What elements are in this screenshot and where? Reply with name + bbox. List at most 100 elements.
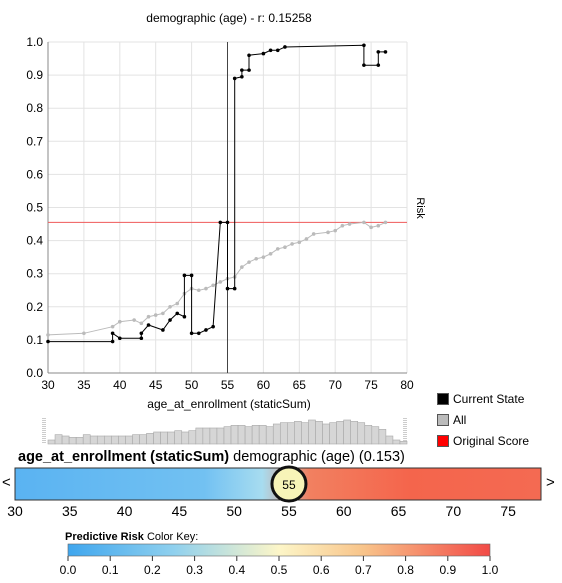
histogram-bar bbox=[301, 422, 309, 445]
color-key-tick-label: 0.1 bbox=[102, 563, 119, 577]
series-point bbox=[347, 222, 352, 226]
series-point bbox=[340, 223, 345, 228]
series-point bbox=[225, 286, 230, 291]
plot-series[interactable] bbox=[46, 42, 407, 373]
x-tick-label: 70 bbox=[329, 378, 343, 392]
knob-value: 55 bbox=[282, 478, 296, 492]
histogram-bar bbox=[125, 435, 133, 445]
feature-name: age_at_enrollment (staticSum) bbox=[18, 449, 230, 465]
series-point bbox=[110, 324, 115, 329]
histogram-bar bbox=[364, 425, 373, 445]
series-point bbox=[118, 336, 122, 341]
x-tick-label: 60 bbox=[257, 378, 271, 392]
histogram-bar bbox=[237, 425, 246, 445]
histogram-bar bbox=[258, 425, 267, 445]
series-point bbox=[376, 50, 381, 54]
histogram-bar bbox=[195, 427, 204, 445]
series-point bbox=[376, 63, 381, 67]
legend-item-original-score: Original Score bbox=[437, 430, 529, 451]
histogram-bar bbox=[336, 421, 344, 445]
histogram-bar bbox=[54, 434, 63, 445]
series-point bbox=[283, 245, 287, 250]
histogram-bar bbox=[202, 427, 211, 445]
series-point bbox=[247, 260, 251, 264]
x-axis-label: age_at_enrollment (staticSum) bbox=[147, 397, 310, 411]
color-key-tick-label: 0.9 bbox=[439, 563, 456, 577]
histogram-bar bbox=[75, 437, 84, 445]
series-point bbox=[254, 257, 259, 261]
distribution-histogram bbox=[42, 418, 408, 445]
series-point bbox=[211, 324, 215, 329]
histogram-bar bbox=[244, 426, 253, 445]
color-key-ticks: 0.0 0.1 0.2 0.3 0.4 0.5 0.6 0.7 0.8 0.9 1.0 bbox=[60, 556, 499, 577]
series-point bbox=[168, 318, 172, 322]
series-point bbox=[82, 331, 86, 336]
histogram-bar bbox=[47, 439, 56, 445]
series-point bbox=[261, 255, 266, 259]
histogram-bar bbox=[174, 430, 183, 445]
histogram-bar bbox=[68, 437, 77, 445]
series-point bbox=[232, 286, 237, 291]
legend: Current State All Original Score bbox=[437, 388, 529, 451]
series-point bbox=[240, 68, 244, 72]
y-tick-label: 0.9 bbox=[26, 68, 43, 82]
color-key-gradient bbox=[67, 543, 491, 557]
color-key-tick-label: 0.2 bbox=[144, 563, 161, 577]
histogram-bar bbox=[89, 435, 98, 445]
histogram-bar bbox=[287, 422, 295, 445]
histogram-bar bbox=[167, 431, 176, 445]
feature-tick-label: 30 bbox=[7, 503, 23, 519]
histogram-bar bbox=[223, 426, 232, 445]
color-key-tick-label: 0.0 bbox=[60, 563, 77, 577]
histogram-bar bbox=[371, 426, 380, 445]
histogram-bar bbox=[385, 435, 394, 445]
plot-axes: 0.0 0.1 0.2 0.3 0.4 0.5 0.6 0.7 0.8 0.9 1.0 30 35 40 4… bbox=[26, 35, 414, 392]
series-point bbox=[290, 242, 294, 246]
series-point bbox=[362, 63, 366, 67]
legend-label: All bbox=[453, 412, 467, 427]
histogram-bar bbox=[118, 435, 126, 445]
y-tick-label: 0.6 bbox=[26, 167, 43, 181]
series-point bbox=[311, 232, 316, 236]
color-key-tick-label: 0.8 bbox=[397, 563, 414, 577]
series-point bbox=[383, 220, 388, 225]
series-point bbox=[275, 247, 280, 251]
color-key: 0.0 0.1 0.2 0.3 0.4 0.5 0.6 0.7 0.8 0.9 1.0 bbox=[60, 543, 499, 577]
series-point bbox=[333, 228, 338, 233]
feature-tick-label: 45 bbox=[172, 503, 188, 519]
series-point bbox=[189, 331, 194, 336]
y-tick-label: 0.1 bbox=[26, 333, 43, 347]
histogram-bar bbox=[188, 430, 197, 445]
y-tick-label: 0.5 bbox=[26, 201, 43, 215]
series-point bbox=[146, 314, 151, 319]
series-point bbox=[132, 318, 136, 322]
previous-feature-button[interactable]: < bbox=[2, 474, 11, 491]
histogram-bar bbox=[357, 422, 366, 445]
series-point bbox=[232, 76, 237, 81]
histogram-bar bbox=[61, 435, 70, 445]
histogram-bar bbox=[209, 427, 218, 445]
feature-tick-label: 75 bbox=[500, 503, 516, 519]
x-tick-label: 75 bbox=[364, 378, 378, 392]
series-point bbox=[153, 313, 158, 317]
series-point bbox=[218, 280, 223, 284]
x-tick-label: 40 bbox=[113, 378, 127, 392]
histogram-bar bbox=[216, 427, 225, 445]
y-tick-label: 0.7 bbox=[26, 134, 43, 148]
series-point bbox=[261, 51, 266, 56]
series-point bbox=[362, 43, 366, 48]
histogram-bar bbox=[279, 422, 288, 445]
histogram-bar bbox=[96, 435, 105, 445]
y-tick-label: 0.2 bbox=[26, 300, 43, 314]
legend-swatch bbox=[437, 392, 449, 405]
series-point bbox=[161, 328, 165, 332]
series-point bbox=[139, 331, 144, 336]
series-point bbox=[182, 314, 187, 319]
next-feature-button[interactable]: > bbox=[546, 474, 555, 491]
color-key-tick-label: 0.5 bbox=[271, 563, 288, 577]
feature-slider[interactable]: 30 35 40 45 50 55 60 65 70 75 55 bbox=[0, 464, 562, 524]
x-tick-label: 65 bbox=[293, 378, 307, 392]
knob-circle[interactable] bbox=[270, 465, 308, 503]
histogram-bar bbox=[399, 441, 408, 445]
current-value-knob[interactable]: 55 bbox=[270, 465, 308, 503]
